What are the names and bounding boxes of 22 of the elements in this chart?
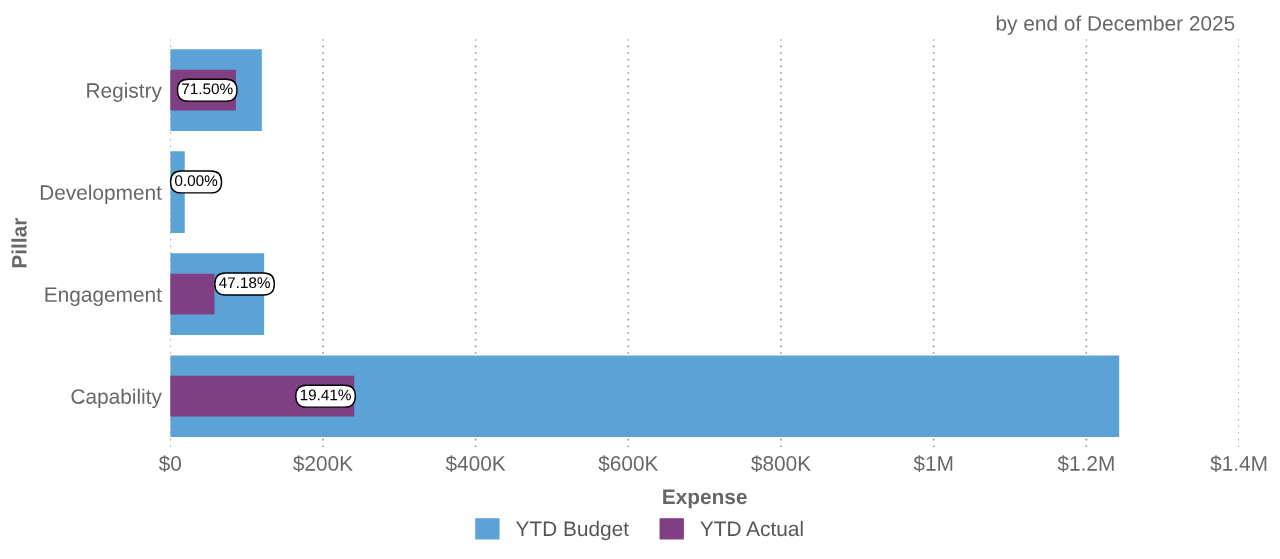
x-tick-label: $0 bbox=[158, 455, 182, 473]
legend-label: YTD Actual bbox=[700, 520, 803, 537]
bar bbox=[170, 355, 1120, 437]
x-tick-label: $1M bbox=[913, 455, 953, 473]
legend-label: YTD Budget bbox=[515, 520, 629, 541]
annotation: 47.18% bbox=[219, 277, 270, 289]
x-tick-label: $600K bbox=[598, 455, 659, 473]
x-tick-label: $200K bbox=[293, 455, 353, 473]
x-tick-label: $1.2M bbox=[1057, 455, 1114, 473]
chart-title: by end of December 2025 bbox=[996, 15, 1235, 35]
y-tick-label: Registry bbox=[87, 82, 162, 103]
x-tick-label: $800K bbox=[751, 455, 811, 473]
y-axis-title: Pillar bbox=[11, 218, 27, 268]
x-tick-label: $400K bbox=[445, 455, 506, 473]
annotation: 0.00% bbox=[175, 175, 218, 187]
y-tick-label: Capability bbox=[71, 388, 162, 409]
annotation: 71.50% bbox=[182, 83, 233, 95]
annotation: 19.41% bbox=[300, 389, 351, 401]
x-axis-title: Expense bbox=[663, 489, 747, 509]
x-tick-label: $1.4M bbox=[1210, 455, 1267, 473]
y-tick-label: Development bbox=[40, 184, 162, 205]
y-tick-label: Engagement bbox=[45, 287, 162, 307]
